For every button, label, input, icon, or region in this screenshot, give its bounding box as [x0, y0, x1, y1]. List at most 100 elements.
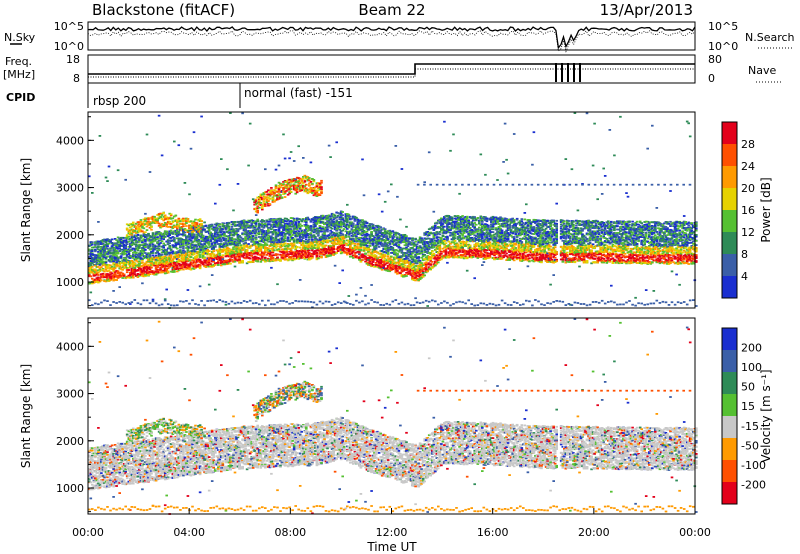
scatter-cell — [176, 266, 179, 268]
scatter-cell — [154, 247, 158, 250]
freq-panel: Freq. [MHz] 18 8 80 0 Nave — [3, 53, 782, 85]
scatter-cell — [153, 217, 156, 219]
scatter-cell — [186, 246, 190, 249]
scatter-cell — [176, 241, 179, 244]
scatter-cell — [183, 234, 187, 237]
scatter-cell — [122, 267, 126, 270]
scatter-cell — [133, 226, 137, 228]
scatter-cell — [165, 256, 168, 259]
scatter-cell — [273, 249, 276, 252]
scatter-cell — [176, 254, 179, 257]
scatter-cell — [182, 233, 185, 236]
scatter-cell — [159, 261, 162, 263]
scatter-cell — [171, 221, 175, 224]
scatter-cell — [118, 250, 121, 252]
scatter-cell — [89, 282, 93, 285]
scatter-cell — [264, 251, 267, 254]
scatter-cell — [153, 218, 156, 221]
scatter-cell — [142, 270, 146, 272]
scatter-cell — [188, 264, 191, 266]
scatter-cell — [173, 240, 176, 242]
scatter-cell — [141, 264, 144, 267]
scatter-cell — [188, 240, 191, 242]
scatter-cell — [191, 241, 194, 244]
scatter-cell — [188, 251, 191, 254]
scatter-cell — [248, 257, 252, 260]
scatter-cell — [207, 261, 211, 264]
scatter-cell — [176, 219, 179, 222]
scatter-cell — [329, 240, 332, 243]
scatter-cell — [127, 253, 131, 255]
scatter-cell — [283, 239, 287, 242]
scatter-cell — [115, 249, 118, 252]
scatter-cell — [192, 245, 196, 247]
scatter-cell — [289, 228, 293, 230]
scatter-cell — [236, 244, 240, 247]
scatter-cell — [141, 230, 144, 233]
scatter-cell — [207, 250, 211, 252]
scatter-cell — [189, 268, 193, 271]
scatter-cell — [104, 240, 108, 242]
scatter-cell — [302, 236, 305, 239]
scatter-cell — [112, 279, 115, 282]
scatter-cell — [212, 250, 215, 253]
scatter-cell — [100, 273, 103, 276]
scatter-cell — [324, 252, 328, 255]
scatter-cell — [186, 218, 190, 220]
scatter-cell — [125, 249, 129, 251]
scatter-cell — [118, 273, 121, 276]
scatter-cell — [145, 243, 149, 246]
scatter-cell — [176, 221, 179, 224]
scatter-cell — [98, 135, 102, 137]
scatter-cell — [98, 252, 102, 255]
scatter-cell — [186, 243, 190, 245]
scatter-cell — [277, 164, 281, 167]
scatter-cell — [270, 228, 273, 231]
scatter-cell — [129, 264, 132, 267]
scatter-cell — [151, 232, 155, 234]
scatter-cell — [110, 238, 114, 241]
scatter-cell — [154, 258, 158, 261]
scatter-cell — [188, 265, 191, 267]
scatter-cell — [192, 261, 196, 263]
scatter-cell — [286, 236, 290, 239]
scatter-cell — [138, 240, 141, 243]
scatter-cell — [94, 244, 97, 246]
scatter-cell — [139, 257, 143, 259]
scatter-cell — [166, 267, 170, 270]
scatter-cell — [116, 258, 120, 261]
scatter-cell — [139, 250, 143, 252]
scatter-cell — [207, 260, 211, 262]
scatter-cell — [251, 239, 255, 241]
scatter-cell — [148, 260, 152, 263]
scatter-cell — [91, 277, 94, 280]
scatter-cell — [127, 276, 131, 279]
scatter-cell — [101, 243, 105, 245]
scatter-cell — [180, 257, 184, 259]
scatter-cell — [142, 275, 146, 278]
scatter-cell — [283, 157, 287, 160]
scatter-cell — [311, 238, 314, 241]
scatter-cell — [135, 256, 138, 258]
scatter-cell — [95, 266, 99, 268]
scatter-cell — [119, 271, 123, 274]
scatter-cell — [297, 230, 300, 233]
scatter-cell — [289, 151, 293, 153]
scatter-cell — [135, 247, 138, 250]
scatter-cell — [110, 259, 114, 262]
scatter-cell — [171, 246, 175, 249]
scatter-cell — [179, 268, 182, 271]
scatter-cell — [113, 275, 117, 278]
scatter-cell — [110, 255, 114, 257]
scatter-cell — [122, 237, 126, 239]
scatter-cell — [145, 253, 149, 256]
scatter-cell — [171, 264, 175, 267]
scatter-cell — [182, 264, 185, 267]
scatter-cell — [153, 257, 156, 260]
scatter-cell — [116, 169, 120, 172]
scatter-cell — [324, 237, 328, 239]
scatter-cell — [136, 260, 140, 263]
scatter-cell — [138, 247, 141, 249]
scatter-cell — [91, 271, 94, 274]
scatter-cell — [166, 242, 170, 245]
